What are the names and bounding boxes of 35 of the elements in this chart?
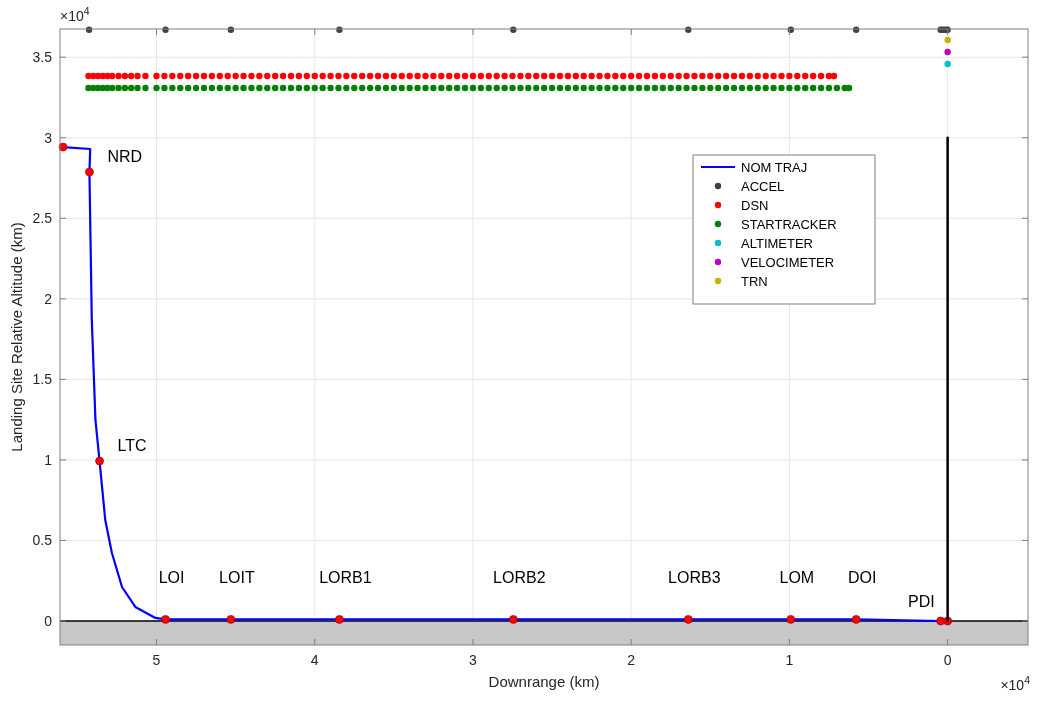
y-tick-label: 0 (44, 612, 53, 629)
legend-label: VELOCIMETER (741, 254, 835, 270)
y-tick-label: 0.5 (32, 532, 53, 549)
annotation: DOI (847, 568, 877, 586)
y-tick-label: 2.5 (32, 210, 53, 227)
y-tick-label: 1 (44, 451, 53, 468)
annotation: LORB3 (668, 568, 721, 586)
x-axis-title: Downrange (km) (488, 673, 600, 690)
x-tick-label: 0 (943, 652, 952, 668)
x-tick-label: 3 (469, 652, 478, 668)
x-tick-label: 2 (627, 652, 636, 668)
legend-label: TRN (741, 273, 768, 289)
y-tick-label: 1.5 (32, 371, 53, 388)
legend-label: STARTRACKER (741, 216, 837, 232)
y-tick-label: 2 (44, 290, 53, 307)
x-tick-label: 4 (310, 652, 319, 668)
text: ×10$^{4}$ (60, 5, 90, 24)
annotation: LOIT (219, 568, 255, 586)
y-tick-label: 3 (44, 129, 53, 146)
annotation: LORB1 (319, 568, 372, 586)
legend-label: DSN (741, 197, 769, 213)
y-tick-label: 3.5 (32, 49, 53, 66)
annotation: LORB2 (493, 568, 546, 586)
x-tick-label: 5 (152, 652, 161, 668)
legend-label: ALTIMETER (741, 235, 813, 251)
x-tick-label: 1 (785, 652, 794, 668)
legend-label: ACCEL (741, 178, 785, 194)
y-axis-title: Landing Site Relative Altitude (km) (8, 222, 25, 452)
text: ×10$^{4}$ (1000, 674, 1031, 693)
annotation: PDI (907, 592, 935, 610)
annotation: LTC (117, 436, 147, 454)
annotation: NRD (107, 147, 143, 165)
annotation: LOM (779, 568, 815, 586)
annotation: LOI (158, 568, 185, 586)
legend-label: NOM TRAJ (741, 159, 808, 175)
